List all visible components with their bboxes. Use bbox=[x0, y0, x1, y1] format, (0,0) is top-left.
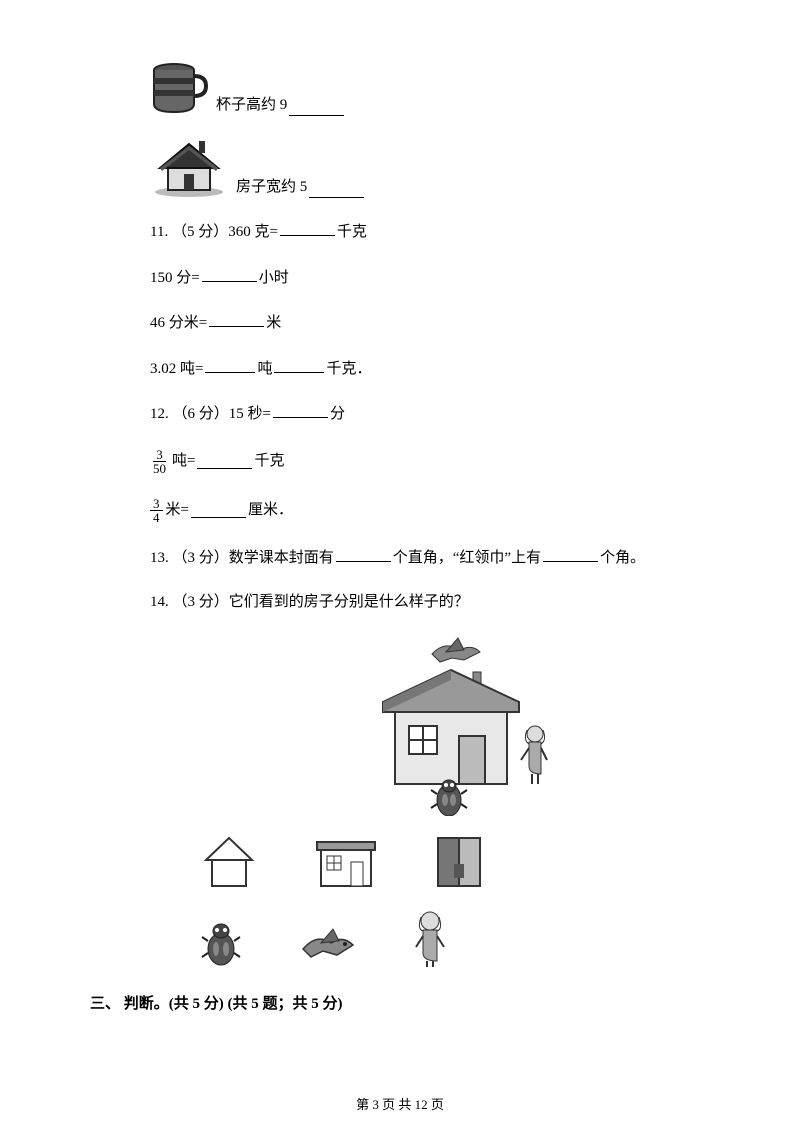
cup-text: 杯子高约 9 bbox=[216, 94, 287, 117]
q11-prefix: 11. （5 分）360 克= bbox=[150, 224, 278, 240]
q11-l2b: 小时 bbox=[259, 270, 289, 286]
cup-icon bbox=[150, 60, 208, 116]
blank-q12-2[interactable] bbox=[197, 453, 252, 469]
blank-q11-1[interactable] bbox=[280, 220, 335, 236]
blank-cup[interactable] bbox=[289, 100, 344, 116]
blank-q11-2[interactable] bbox=[202, 266, 257, 282]
q12-line1: 12. （6 分）15 秒= 分 bbox=[150, 402, 690, 426]
view-side-icon bbox=[200, 834, 258, 898]
q11-unit1: 千克 bbox=[337, 224, 367, 240]
blank-q13-1[interactable] bbox=[336, 546, 391, 562]
q11-l4a: 3.02 吨= bbox=[150, 361, 203, 377]
q13-c: 个角。 bbox=[600, 550, 645, 566]
view-top-icon bbox=[434, 834, 484, 898]
q12-unit1: 分 bbox=[330, 406, 345, 422]
blank-q13-2[interactable] bbox=[543, 546, 598, 562]
scene-image bbox=[230, 636, 690, 816]
house-text: 房子宽约 5 bbox=[236, 176, 307, 199]
q12-l3a: 米= bbox=[166, 499, 189, 522]
blank-q12-3[interactable] bbox=[191, 502, 246, 518]
q11-l4c: 千克． bbox=[326, 361, 371, 377]
blank-q11-3[interactable] bbox=[209, 311, 264, 327]
q11-line1: 11. （5 分）360 克= 千克 bbox=[150, 220, 690, 244]
q11-l3b: 米 bbox=[266, 315, 281, 331]
girl-icon bbox=[414, 911, 450, 975]
q14: 14. （3 分）它们看到的房子分别是什么样子的？ bbox=[150, 591, 690, 614]
q13: 13. （3 分）数学课本封面有 个直角，“红领巾”上有 个角。 bbox=[150, 546, 690, 570]
q12-l2b: 千克 bbox=[254, 450, 284, 473]
question-cup: 杯子高约 9 bbox=[150, 60, 690, 116]
blank-house[interactable] bbox=[309, 182, 364, 198]
question-house: 房子宽约 5 bbox=[150, 138, 690, 198]
bug-icon bbox=[200, 923, 242, 975]
q11-l3a: 46 分米= bbox=[150, 315, 207, 331]
house-icon bbox=[150, 138, 228, 198]
fraction-3-4: 34 bbox=[150, 497, 163, 524]
q12-line3: 34 米= 厘米． bbox=[150, 497, 690, 524]
answer-views-row bbox=[200, 834, 690, 898]
blank-q12-1[interactable] bbox=[273, 402, 328, 418]
q11-l4b: 吨 bbox=[257, 361, 272, 377]
q13-a: 13. （3 分）数学课本封面有 bbox=[150, 550, 334, 566]
blank-q11-4a[interactable] bbox=[205, 357, 255, 373]
fraction-3-50: 350 bbox=[150, 448, 169, 475]
q12-line2: 350 吨= 千克 bbox=[150, 448, 690, 475]
q11-line4: 3.02 吨= 吨 千克． bbox=[150, 357, 690, 381]
page-footer: 第 3 页 共 12 页 bbox=[0, 1095, 800, 1115]
q11-line2: 150 分= 小时 bbox=[150, 266, 690, 290]
observers-row bbox=[200, 911, 690, 975]
bird-icon bbox=[297, 927, 359, 975]
section-3-header: 三、 判断。(共 5 分) (共 5 题；共 5 分) bbox=[90, 993, 690, 1016]
q11-l2a: 150 分= bbox=[150, 270, 200, 286]
q12-prefix: 12. （6 分）15 秒= bbox=[150, 406, 271, 422]
q11-line3: 46 分米= 米 bbox=[150, 311, 690, 335]
blank-q11-4b[interactable] bbox=[274, 357, 324, 373]
q12-l3b: 厘米． bbox=[248, 499, 293, 522]
view-front-icon bbox=[313, 834, 379, 898]
q12-l2a: 吨= bbox=[172, 450, 195, 473]
q13-b: 个直角，“红领巾”上有 bbox=[393, 550, 541, 566]
q14-text: 14. （3 分）它们看到的房子分别是什么样子的？ bbox=[150, 594, 469, 610]
